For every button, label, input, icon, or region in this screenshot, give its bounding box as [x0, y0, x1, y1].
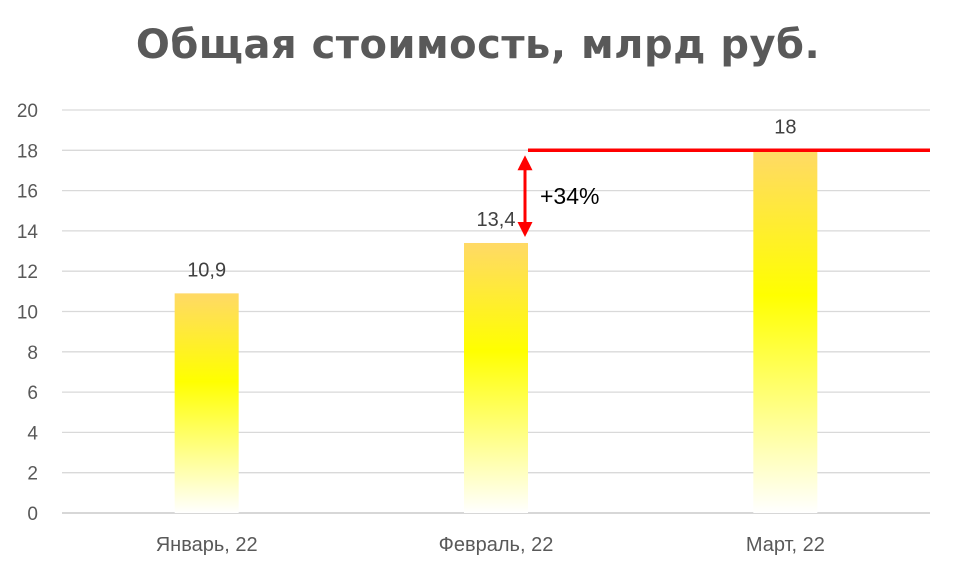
y-tick-label: 4	[27, 423, 38, 444]
category-label: Февраль, 22	[439, 534, 554, 556]
data-label: 10,9	[187, 259, 226, 281]
y-axis-ticks: 0 2 4 6 8 10 12 14 16 18 20	[17, 101, 39, 525]
y-tick-label: 6	[27, 383, 38, 404]
x-axis-categories: Январь, 22 Февраль, 22 Март, 22	[156, 534, 825, 556]
annotation-label: +34%	[540, 183, 599, 209]
y-tick-label: 20	[17, 101, 38, 122]
y-tick-label: 16	[17, 182, 38, 203]
data-labels: 10,9 13,4 18	[187, 116, 796, 281]
bar	[174, 293, 239, 513]
chart-title: Общая стоимость, млрд руб.	[135, 22, 821, 68]
bars	[174, 150, 818, 514]
y-tick-label: 18	[17, 141, 38, 162]
bar	[753, 150, 818, 514]
annotation: +34%	[517, 148, 930, 237]
y-tick-label: 12	[17, 262, 38, 283]
data-label: 13,4	[477, 209, 516, 231]
category-label: Январь, 22	[156, 534, 258, 556]
y-tick-label: 14	[17, 222, 39, 243]
y-tick-label: 0	[27, 504, 38, 525]
y-tick-label: 8	[27, 343, 38, 364]
data-label: 18	[774, 116, 796, 138]
y-tick-label: 2	[27, 464, 38, 485]
bar	[464, 242, 528, 514]
category-label: Март, 22	[746, 534, 825, 556]
y-tick-label: 10	[17, 303, 38, 324]
